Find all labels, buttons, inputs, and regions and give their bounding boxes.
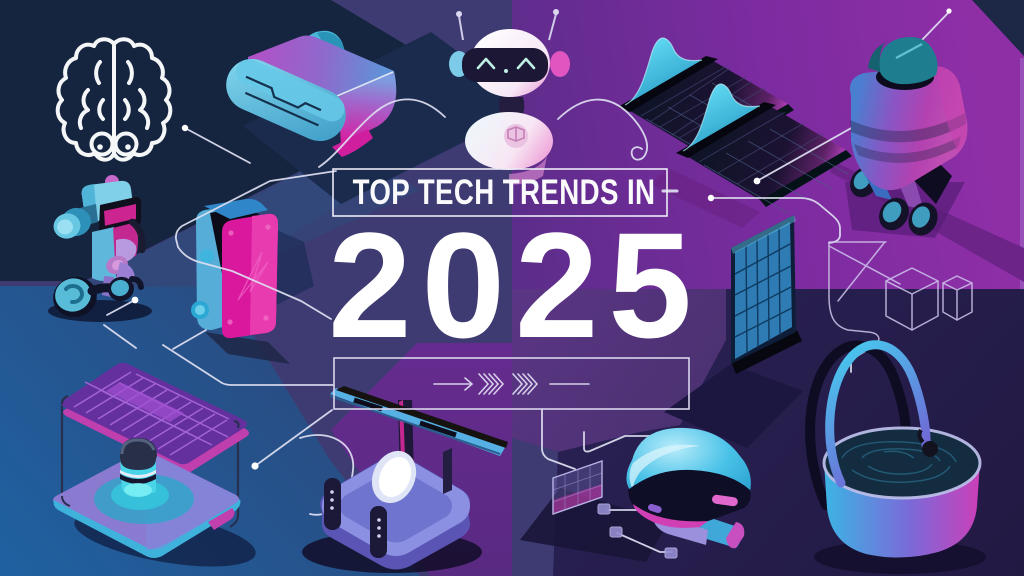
svg-text:TOP TECH TRENDS IN: TOP TECH TRENDS IN bbox=[353, 172, 656, 212]
svg-text:2025: 2025 bbox=[328, 201, 702, 369]
